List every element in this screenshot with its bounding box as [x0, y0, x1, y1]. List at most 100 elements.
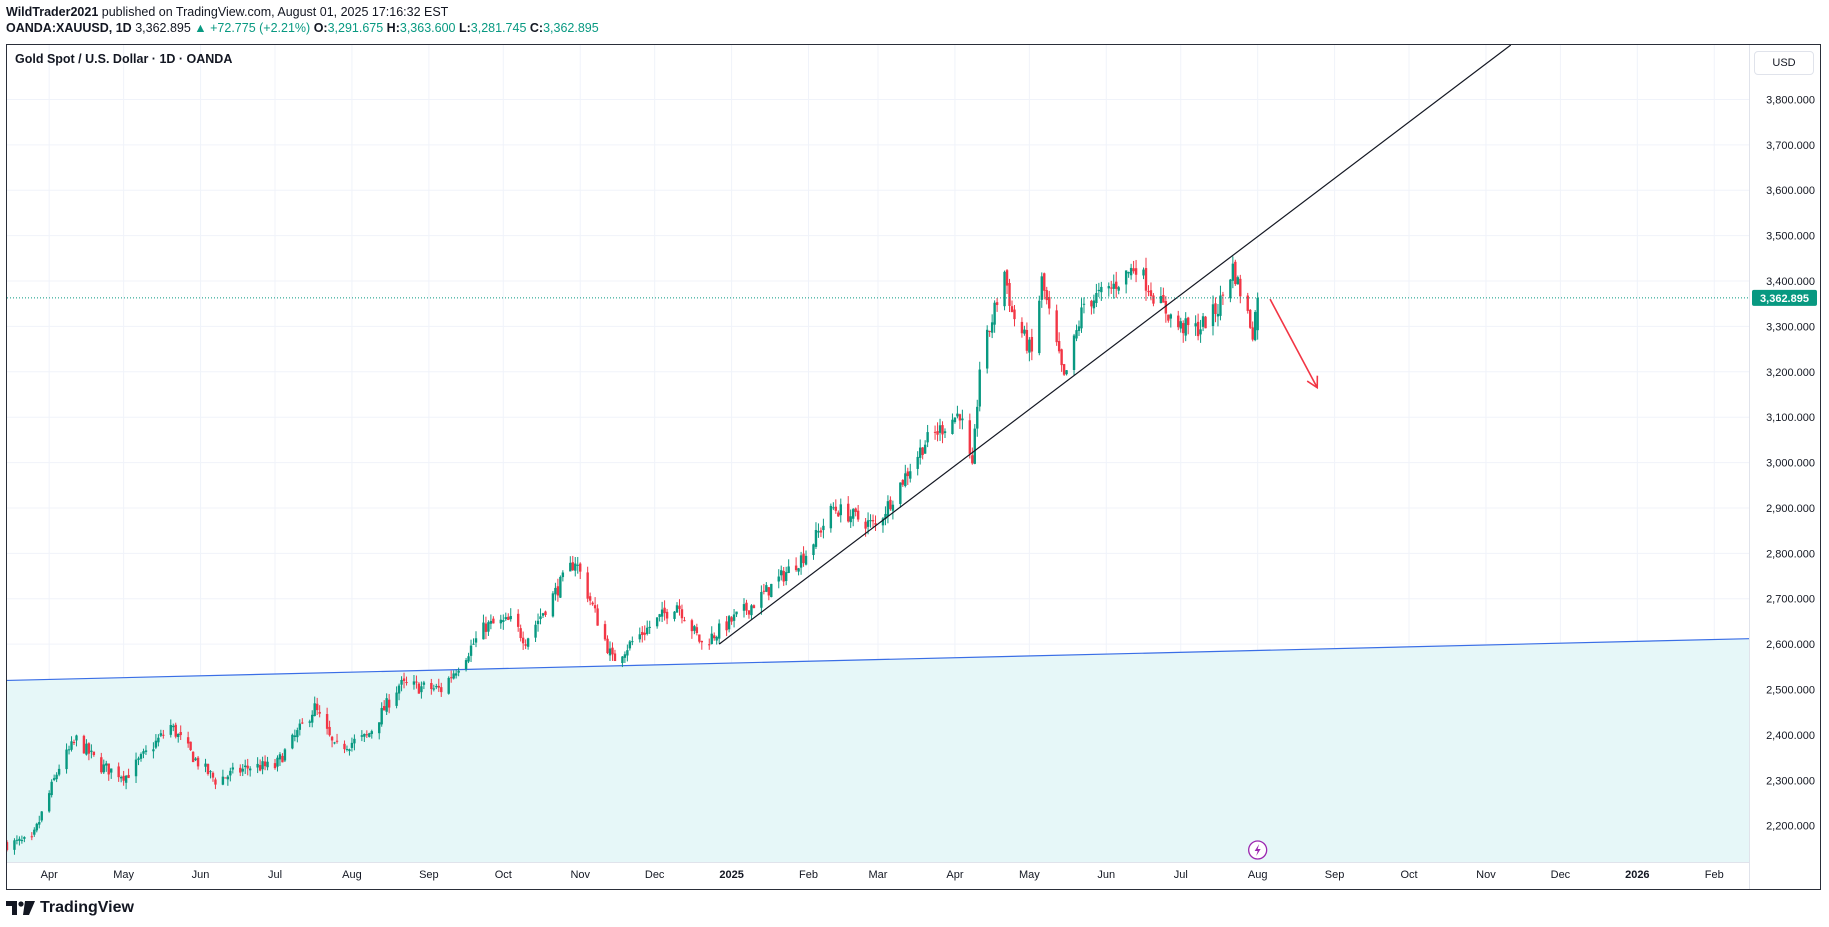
trend-line — [718, 45, 1512, 645]
ohlc-legend: OANDA:XAUUSD, 1D 3,362.895 ▲ +72.775 (+2… — [6, 20, 599, 36]
x-tick-label: Dec — [1551, 869, 1571, 881]
candle — [663, 600, 666, 621]
candle-body — [1229, 279, 1232, 299]
candle — [973, 424, 976, 465]
candle — [368, 732, 371, 738]
candle-body — [655, 617, 659, 627]
candle-body — [713, 635, 716, 639]
candle — [177, 733, 180, 743]
candle-body — [363, 733, 366, 737]
candle — [420, 681, 423, 699]
candle — [854, 507, 857, 517]
price-chart[interactable]: 2,200.000 2,300.000 2,400.000 2,500.000 2,60… — [7, 45, 1820, 889]
candle-body — [717, 623, 721, 639]
candle — [211, 771, 215, 782]
candle — [261, 756, 264, 775]
candle-body — [926, 432, 929, 443]
candle — [1038, 295, 1041, 356]
candle — [822, 518, 825, 539]
candle — [1072, 333, 1076, 376]
candle — [18, 836, 21, 846]
candle — [951, 413, 954, 435]
x-tick-label: Dec — [645, 869, 665, 881]
candle — [574, 557, 577, 577]
candle-body — [449, 677, 453, 679]
candle-body — [780, 570, 783, 576]
candle-body — [866, 520, 870, 527]
candle-body — [281, 755, 284, 763]
candle — [509, 608, 512, 622]
candle — [127, 768, 130, 779]
candle-body — [85, 743, 88, 755]
candle — [891, 500, 895, 520]
candle — [732, 609, 736, 628]
candle — [1057, 332, 1061, 354]
candle — [1045, 286, 1048, 305]
candle-body — [760, 592, 763, 608]
candle-body — [1090, 300, 1093, 307]
candle — [142, 748, 145, 759]
candle-body — [507, 616, 510, 620]
candle-body — [382, 706, 386, 711]
candle-body — [1057, 341, 1061, 352]
candle — [454, 669, 458, 679]
candle-body — [380, 707, 383, 725]
candle — [866, 512, 870, 535]
candle — [886, 495, 890, 524]
candle-body — [1132, 268, 1135, 272]
candle — [871, 514, 875, 528]
x-tick-label: Oct — [495, 869, 512, 881]
candle-body — [551, 593, 555, 617]
x-tick-label: 2025 — [719, 869, 743, 881]
candle — [899, 482, 902, 508]
candle-body — [33, 829, 36, 835]
candle-body — [839, 504, 842, 516]
candle — [1055, 304, 1058, 346]
candle — [856, 505, 860, 522]
candle — [343, 740, 346, 754]
candle-body — [1045, 290, 1048, 301]
candle — [378, 722, 381, 740]
candle — [82, 734, 86, 754]
candle-body — [325, 714, 329, 729]
published-text: published on TradingView.com, August 01,… — [101, 5, 449, 19]
candle-body — [1065, 370, 1068, 375]
candle — [804, 550, 808, 566]
candle-body — [231, 767, 235, 770]
candle-body — [526, 638, 530, 647]
candle — [360, 730, 364, 742]
candle-body — [345, 749, 349, 751]
candle — [72, 739, 76, 745]
candle-body — [440, 687, 443, 693]
candle — [20, 835, 24, 844]
candle — [683, 616, 686, 622]
candle-body — [730, 617, 733, 622]
candle — [422, 680, 426, 690]
candle-body — [995, 302, 999, 306]
candle-body — [1204, 316, 1207, 329]
candle-body — [799, 555, 803, 568]
tradingview-footer[interactable]: TradingView — [6, 899, 134, 917]
candle-body — [700, 640, 704, 643]
last-price-tag-bg — [1752, 289, 1817, 306]
candle-body — [1127, 272, 1130, 274]
candle — [412, 674, 416, 690]
candle — [780, 565, 783, 581]
candle — [315, 697, 319, 716]
y-tick-label: 2,700.000 — [1766, 594, 1815, 606]
symbol-label[interactable]: OANDA:XAUUSD, 1D — [6, 21, 132, 35]
candle-body — [524, 644, 527, 646]
candle — [139, 752, 143, 762]
candle — [901, 479, 905, 487]
candle — [1186, 316, 1190, 335]
author-name[interactable]: WildTrader2021 — [6, 5, 99, 19]
candle-body — [732, 614, 736, 621]
candle-body — [415, 681, 418, 683]
candle — [889, 496, 892, 511]
candle — [713, 632, 716, 641]
candle — [489, 614, 493, 630]
candle-body — [162, 734, 165, 736]
candle-body — [67, 749, 71, 751]
candle — [628, 640, 632, 651]
currency-button[interactable]: USD — [1754, 51, 1814, 75]
